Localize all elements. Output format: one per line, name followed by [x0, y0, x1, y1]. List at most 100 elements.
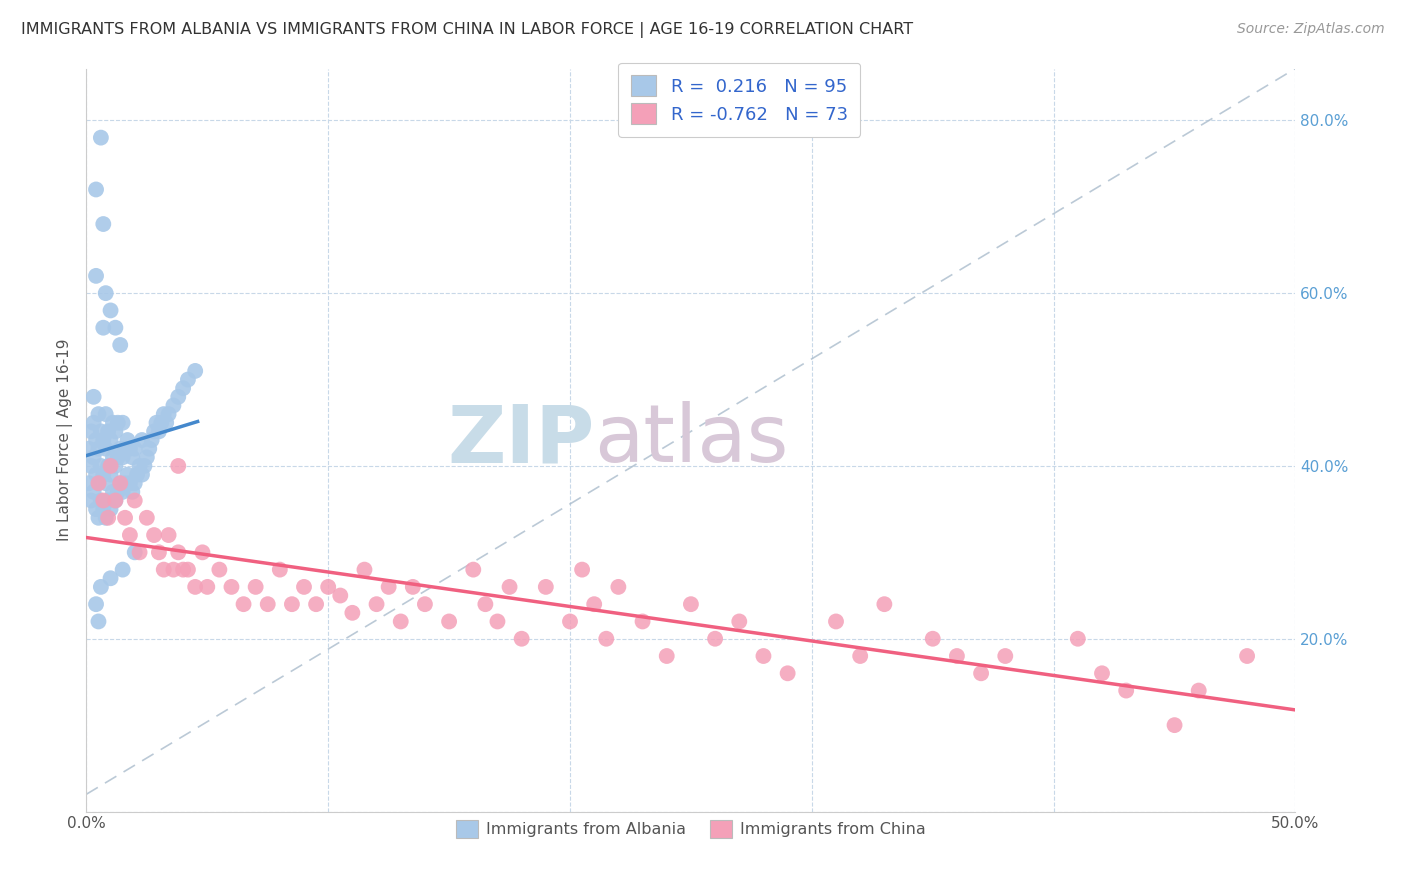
Point	[143, 425, 166, 439]
Point	[172, 381, 194, 395]
Point	[104, 320, 127, 334]
Point	[114, 476, 136, 491]
Point	[148, 425, 170, 439]
Point	[97, 510, 120, 524]
Point	[83, 450, 105, 465]
Point	[607, 580, 630, 594]
Point	[97, 458, 120, 473]
Point	[118, 476, 141, 491]
Point	[329, 589, 352, 603]
Point	[1115, 683, 1137, 698]
Point	[177, 563, 200, 577]
Point	[114, 442, 136, 456]
Point	[100, 303, 122, 318]
Point	[80, 458, 103, 473]
Point	[90, 493, 112, 508]
Point	[104, 493, 127, 508]
Point	[921, 632, 943, 646]
Point	[167, 390, 190, 404]
Point	[94, 407, 117, 421]
Point	[221, 580, 243, 594]
Point	[128, 545, 150, 559]
Point	[167, 458, 190, 473]
Point	[157, 407, 180, 421]
Point	[127, 467, 149, 482]
Point	[437, 615, 460, 629]
Point	[87, 476, 110, 491]
Point	[101, 484, 124, 499]
Point	[107, 484, 129, 499]
Point	[152, 407, 174, 421]
Point	[135, 510, 157, 524]
Point	[100, 502, 122, 516]
Point	[90, 130, 112, 145]
Legend: Immigrants from Albania, Immigrants from China: Immigrants from Albania, Immigrants from…	[450, 814, 932, 845]
Point	[245, 580, 267, 594]
Point	[83, 484, 105, 499]
Point	[84, 268, 107, 283]
Point	[849, 648, 872, 663]
Point	[100, 467, 122, 482]
Point	[91, 502, 114, 516]
Point	[128, 458, 150, 473]
Point	[101, 450, 124, 465]
Point	[232, 597, 254, 611]
Text: IMMIGRANTS FROM ALBANIA VS IMMIGRANTS FROM CHINA IN LABOR FORCE | AGE 16-19 CORR: IMMIGRANTS FROM ALBANIA VS IMMIGRANTS FR…	[21, 22, 914, 38]
Point	[752, 648, 775, 663]
Point	[571, 563, 593, 577]
Point	[208, 563, 231, 577]
Point	[994, 648, 1017, 663]
Point	[134, 458, 156, 473]
Point	[655, 648, 678, 663]
Point	[100, 571, 122, 585]
Point	[162, 563, 184, 577]
Point	[91, 493, 114, 508]
Point	[124, 493, 146, 508]
Point	[825, 615, 848, 629]
Point	[463, 563, 485, 577]
Point	[87, 476, 110, 491]
Point	[162, 399, 184, 413]
Point	[269, 563, 291, 577]
Point	[131, 433, 153, 447]
Point	[121, 484, 143, 499]
Point	[77, 442, 100, 456]
Point	[389, 615, 412, 629]
Point	[90, 580, 112, 594]
Point	[595, 632, 617, 646]
Point	[94, 476, 117, 491]
Point	[91, 320, 114, 334]
Point	[167, 545, 190, 559]
Point	[704, 632, 727, 646]
Point	[110, 476, 132, 491]
Point	[84, 433, 107, 447]
Point	[83, 416, 105, 430]
Point	[111, 416, 134, 430]
Point	[172, 563, 194, 577]
Point	[77, 476, 100, 491]
Point	[94, 510, 117, 524]
Point	[946, 648, 969, 663]
Point	[402, 580, 425, 594]
Point	[138, 442, 160, 456]
Point	[121, 450, 143, 465]
Point	[498, 580, 520, 594]
Point	[124, 476, 146, 491]
Point	[91, 433, 114, 447]
Point	[107, 450, 129, 465]
Point	[110, 442, 132, 456]
Point	[377, 580, 399, 594]
Point	[84, 502, 107, 516]
Point	[145, 416, 167, 430]
Point	[90, 425, 112, 439]
Point	[143, 528, 166, 542]
Point	[413, 597, 436, 611]
Point	[873, 597, 896, 611]
Point	[90, 458, 112, 473]
Point	[104, 425, 127, 439]
Point	[135, 450, 157, 465]
Text: ZIP: ZIP	[447, 401, 595, 479]
Point	[316, 580, 339, 594]
Point	[157, 528, 180, 542]
Point	[84, 467, 107, 482]
